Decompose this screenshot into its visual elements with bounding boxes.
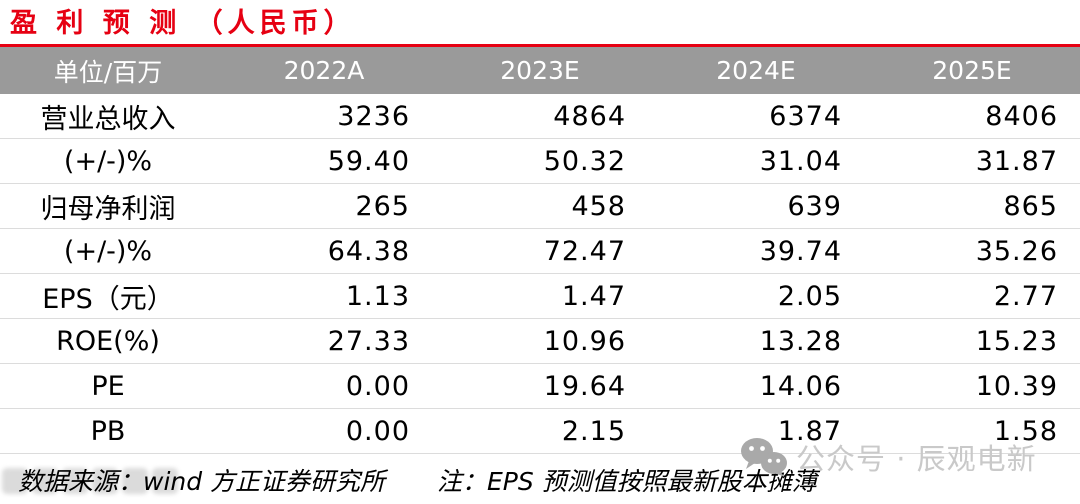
row-label: 归母净利润 [40,193,176,225]
cell-value: 27.33 [327,325,410,357]
wechat-icon [740,437,788,477]
cell-value: 4864 [553,100,626,132]
cell-value: 72.47 [543,235,626,267]
title-underline [0,44,1080,47]
cell-value: 50.32 [543,145,626,177]
table-body: 营业总收入 3236 4864 6374 8406 (+/-)% 59.40 50.32 31.… [0,94,1080,454]
table-header-row: 单位/百万 2022A 2023E 2024E 2025E [0,47,1080,94]
cell-value: 64.38 [327,235,410,267]
cell-value: 2.15 [561,415,626,447]
watermark-text: 公众号 · 辰观电新 [796,442,1037,476]
row-label: (+/-)% [63,145,153,177]
table-row: PB 0.00 2.15 1.87 1.58 [0,409,1080,454]
cell-value: 15.23 [975,325,1058,357]
cell-value: 31.87 [975,145,1058,177]
cell-value: 19.64 [543,370,626,402]
header-2024e: 2024E [716,56,796,85]
cell-value: 10.96 [543,325,626,357]
cell-value: 35.26 [975,235,1058,267]
table-row: (+/-)% 59.40 50.32 31.04 31.87 [0,139,1080,184]
row-label: (+/-)% [63,235,153,267]
cell-value: 1.58 [993,415,1058,447]
cell-value: 2.05 [777,280,842,312]
table-row: 归母净利润 265 458 639 865 [0,184,1080,229]
table-row: PE 0.00 19.64 14.06 10.39 [0,364,1080,409]
cell-value: 1.47 [561,280,626,312]
cell-value: 31.04 [759,145,842,177]
row-label: ROE(%) [56,325,160,357]
cell-value: 10.39 [975,370,1058,402]
cell-value: 639 [787,190,842,222]
cell-value: 6374 [769,100,842,132]
cell-value: 2.77 [993,280,1058,312]
cell-value: 1.87 [777,415,842,447]
cell-value: 3236 [337,100,410,132]
row-label: EPS（元） [42,283,174,315]
row-label: PB [90,415,126,447]
header-2023e: 2023E [500,56,580,85]
table-row: (+/-)% 64.38 72.47 39.74 35.26 [0,229,1080,274]
cell-value: 8406 [985,100,1058,132]
table-row: 营业总收入 3236 4864 6374 8406 [0,94,1080,139]
cell-value: 265 [355,190,410,222]
table-row: ROE(%) 27.33 10.96 13.28 15.23 [0,319,1080,364]
cell-value: 0.00 [345,370,410,402]
table-row: EPS（元） 1.13 1.47 2.05 2.77 [0,274,1080,319]
header-2025e: 2025E [932,56,1012,85]
cell-value: 39.74 [759,235,842,267]
cell-value: 458 [571,190,626,222]
row-label: 营业总收入 [40,103,176,135]
cell-value: 13.28 [759,325,842,357]
cell-value: 865 [1003,190,1058,222]
left-watermark-smudge [2,468,178,494]
page-title: 盈 利 预 测 （人民币） [10,8,356,39]
cell-value: 59.40 [327,145,410,177]
header-unit-col: 单位/百万 [53,57,163,87]
row-label: PE [91,370,125,402]
header-2022a: 2022A [283,56,365,85]
wechat-account-watermark: 公众号 · 辰观电新 [740,436,1037,478]
cell-value: 1.13 [345,280,410,312]
cell-value: 14.06 [759,370,842,402]
cell-value: 0.00 [345,415,410,447]
data-source-note: 数据来源：wind 方正证券研究所 [18,467,386,496]
eps-dilution-note: 注：EPS 预测值按照最新股本摊薄 [437,467,817,496]
